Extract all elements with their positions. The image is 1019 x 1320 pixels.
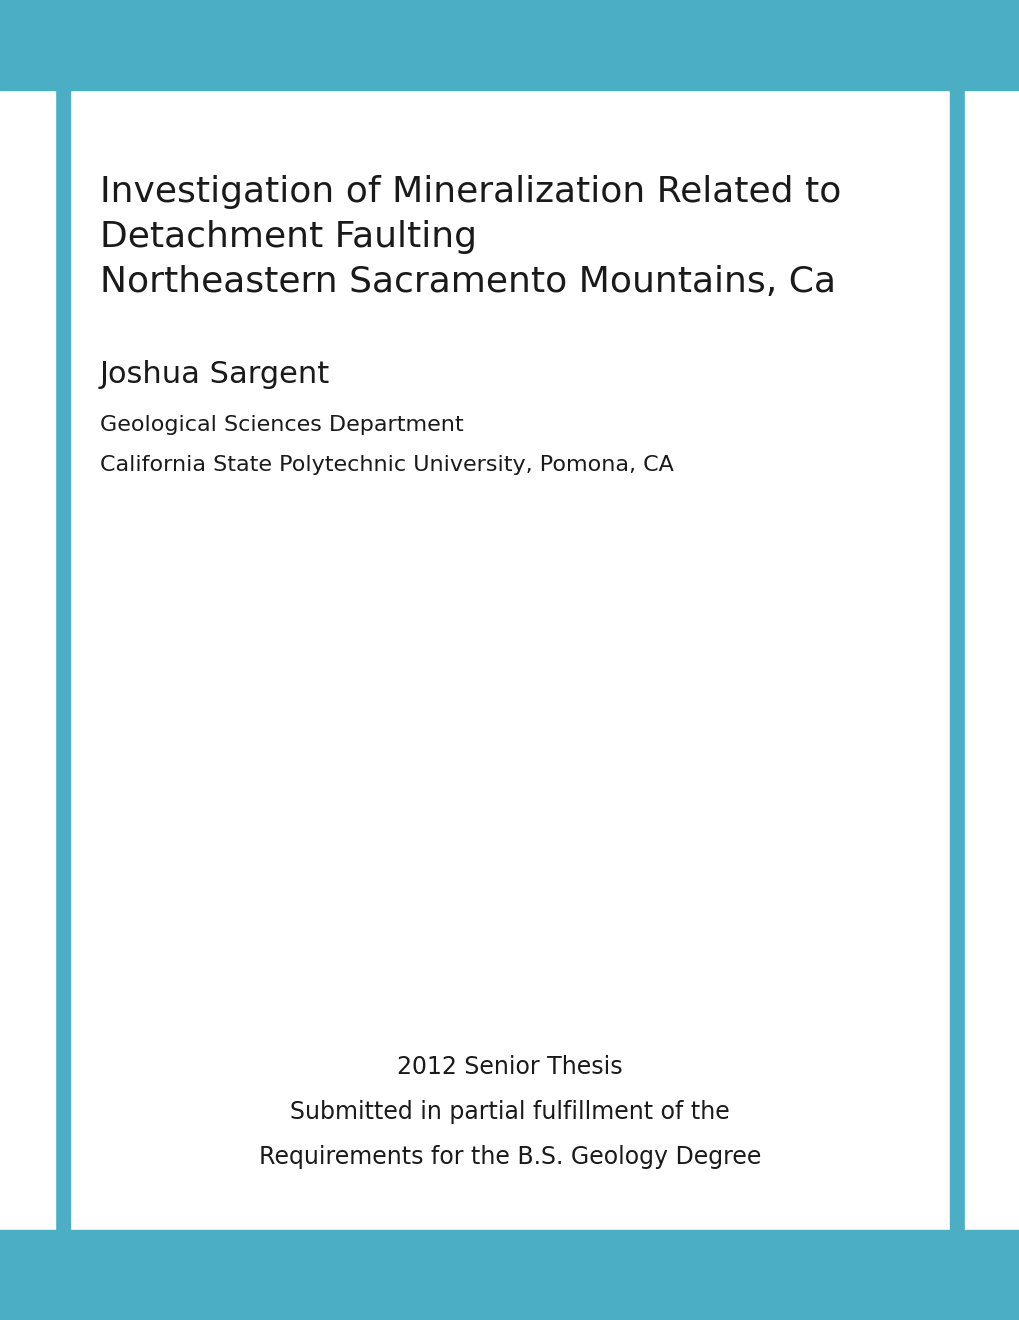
Text: Investigation of Mineralization Related to: Investigation of Mineralization Related … (100, 176, 841, 209)
Bar (0, 90, 55, 1230)
Text: Joshua Sargent: Joshua Sargent (100, 360, 330, 389)
Text: Northeastern Sacramento Mountains, Ca: Northeastern Sacramento Mountains, Ca (100, 265, 836, 300)
Text: California State Polytechnic University, Pomona, CA: California State Polytechnic University,… (100, 455, 674, 475)
Bar (55, 0, 70, 1320)
Text: Detachment Faulting: Detachment Faulting (100, 220, 477, 253)
Text: 2012 Senior Thesis: 2012 Senior Thesis (396, 1055, 623, 1078)
Bar (964, 90, 1019, 1230)
Bar (0, 1230, 1019, 1320)
Text: Submitted in partial fulfillment of the: Submitted in partial fulfillment of the (289, 1100, 730, 1125)
Text: Requirements for the B.S. Geology Degree: Requirements for the B.S. Geology Degree (259, 1144, 760, 1170)
Bar (0, 0, 1019, 90)
Text: Geological Sciences Department: Geological Sciences Department (100, 414, 464, 436)
Bar (949, 0, 964, 1320)
